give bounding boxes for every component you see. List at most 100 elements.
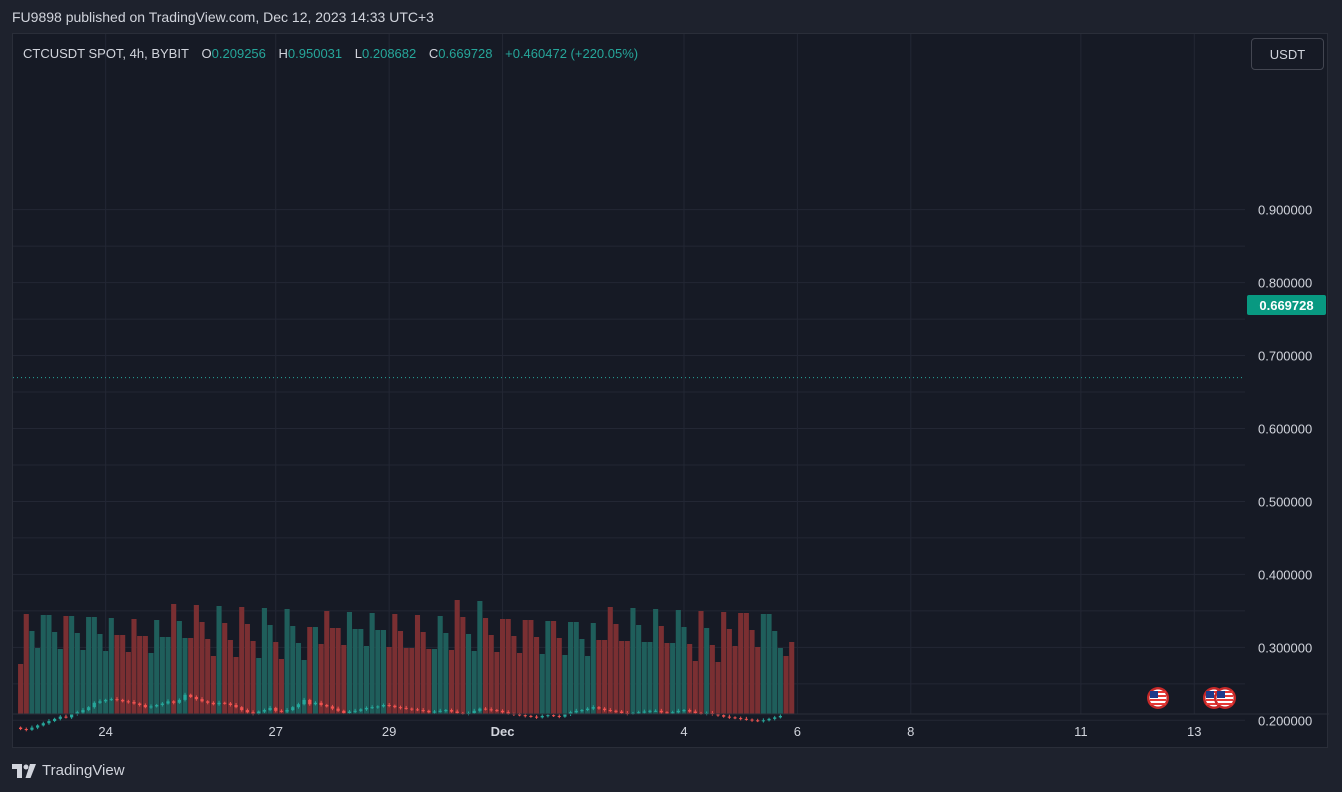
candle xyxy=(546,715,550,717)
last-price-label: 0.669728 xyxy=(1247,295,1326,315)
volume-bar xyxy=(352,629,358,714)
volume-bar xyxy=(193,605,199,714)
volume-bar xyxy=(125,652,131,714)
volume-bar xyxy=(431,649,438,714)
candle xyxy=(472,710,476,714)
candle xyxy=(206,701,210,703)
volume-bar xyxy=(789,642,795,714)
candlestick-chart[interactable]: 0.900000 0.800000 0.700000 0.600000 0.500000… xyxy=(13,34,1329,749)
volume-bar xyxy=(312,627,318,714)
volume-bar xyxy=(256,658,262,714)
candle xyxy=(75,712,79,715)
candle xyxy=(381,704,386,707)
volume-bar xyxy=(137,636,143,714)
volume-bar xyxy=(494,652,500,714)
volume-bar xyxy=(698,611,704,714)
volume-bar xyxy=(346,612,353,714)
legend-low-value: 0.208682 xyxy=(362,46,417,61)
volume-bar xyxy=(199,622,205,714)
us-flag-event-icon[interactable] xyxy=(1147,687,1169,709)
candle xyxy=(189,694,193,697)
price-tick-label: 0.200000 xyxy=(1258,713,1312,728)
volume-bar xyxy=(726,629,732,714)
candle xyxy=(540,715,544,718)
volume-bar xyxy=(647,642,653,714)
candle xyxy=(506,712,510,714)
price-tick-label: 0.800000 xyxy=(1258,276,1312,291)
candle xyxy=(529,715,533,717)
candle xyxy=(104,699,108,702)
volume-bar xyxy=(551,621,557,714)
volume-bar xyxy=(579,639,585,714)
time-tick-label: 4 xyxy=(680,724,687,739)
candle xyxy=(296,704,301,708)
volume-bar xyxy=(448,650,455,714)
candle xyxy=(478,708,482,711)
volume-bar xyxy=(267,625,273,714)
volume-bar xyxy=(573,622,579,714)
candle xyxy=(143,704,147,708)
candle xyxy=(183,694,187,700)
legend-symbol[interactable]: CTCUSDT SPOT, 4h, BYBIT xyxy=(23,46,189,61)
volume-bar xyxy=(545,621,551,714)
candle xyxy=(688,710,692,712)
volume-bar xyxy=(290,626,296,714)
candle xyxy=(421,710,425,712)
candle xyxy=(665,712,669,714)
volume-bar xyxy=(420,632,426,714)
legend-open-value: 0.209256 xyxy=(211,46,266,61)
volume-bar xyxy=(721,612,727,714)
volume-bar xyxy=(426,649,432,714)
candle xyxy=(733,717,737,719)
candle xyxy=(586,708,590,711)
candle xyxy=(47,721,51,724)
price-axis[interactable]: 0.900000 0.800000 0.700000 0.600000 0.500000… xyxy=(1258,203,1312,729)
candle xyxy=(722,715,726,717)
currency-button[interactable]: USDT xyxy=(1251,38,1324,70)
us-flag-event-icon[interactable] xyxy=(1214,687,1236,709)
volume-bar xyxy=(295,643,301,714)
economic-events[interactable] xyxy=(1147,687,1236,709)
candle xyxy=(274,707,278,711)
volume-bar xyxy=(534,637,540,714)
publish-line: FU9898 published on TradingView.com, Dec… xyxy=(12,9,434,25)
volume-bar xyxy=(46,615,52,714)
volume-bar xyxy=(397,631,404,714)
candle xyxy=(483,708,488,710)
candle xyxy=(19,727,23,730)
volume-bar xyxy=(165,637,171,714)
volume-bar xyxy=(329,628,335,714)
volume-bar xyxy=(63,616,69,714)
time-tick-label: 11 xyxy=(1074,724,1088,739)
volume-bar xyxy=(414,615,421,714)
volume-bar xyxy=(607,607,613,714)
price-tick-label: 0.600000 xyxy=(1258,422,1312,437)
tradingview-logo[interactable]: TradingView xyxy=(12,762,125,779)
candle xyxy=(648,710,652,712)
candle xyxy=(166,701,170,704)
legend-low-label: L xyxy=(354,46,363,61)
volume-bar xyxy=(500,619,506,714)
candle xyxy=(177,699,181,703)
chart-pane[interactable]: 0.900000 0.800000 0.700000 0.600000 0.500000… xyxy=(12,33,1329,749)
volume-bar xyxy=(222,623,228,714)
candle xyxy=(614,710,618,712)
candle xyxy=(53,718,57,722)
volume-bar xyxy=(596,640,602,714)
volume-bar xyxy=(482,618,489,714)
volume-bar xyxy=(69,616,75,714)
candle xyxy=(603,708,607,711)
candle xyxy=(234,704,238,708)
candle xyxy=(727,716,731,718)
volume-bar xyxy=(392,614,398,714)
candle xyxy=(330,706,335,709)
volume-bar xyxy=(704,628,710,714)
volume-bar xyxy=(675,610,681,714)
volume-bar xyxy=(335,628,341,714)
candle xyxy=(240,707,244,711)
time-axis[interactable]: 24 27 29 Dec 4 6 8 11 13 xyxy=(98,724,1201,739)
candle xyxy=(291,707,295,711)
time-tick-label: 6 xyxy=(794,724,801,739)
legend-close-value: 0.669728 xyxy=(438,46,493,61)
symbol-legend: CTCUSDT SPOT, 4h, BYBIT O0.209256 H0.950… xyxy=(23,46,638,61)
